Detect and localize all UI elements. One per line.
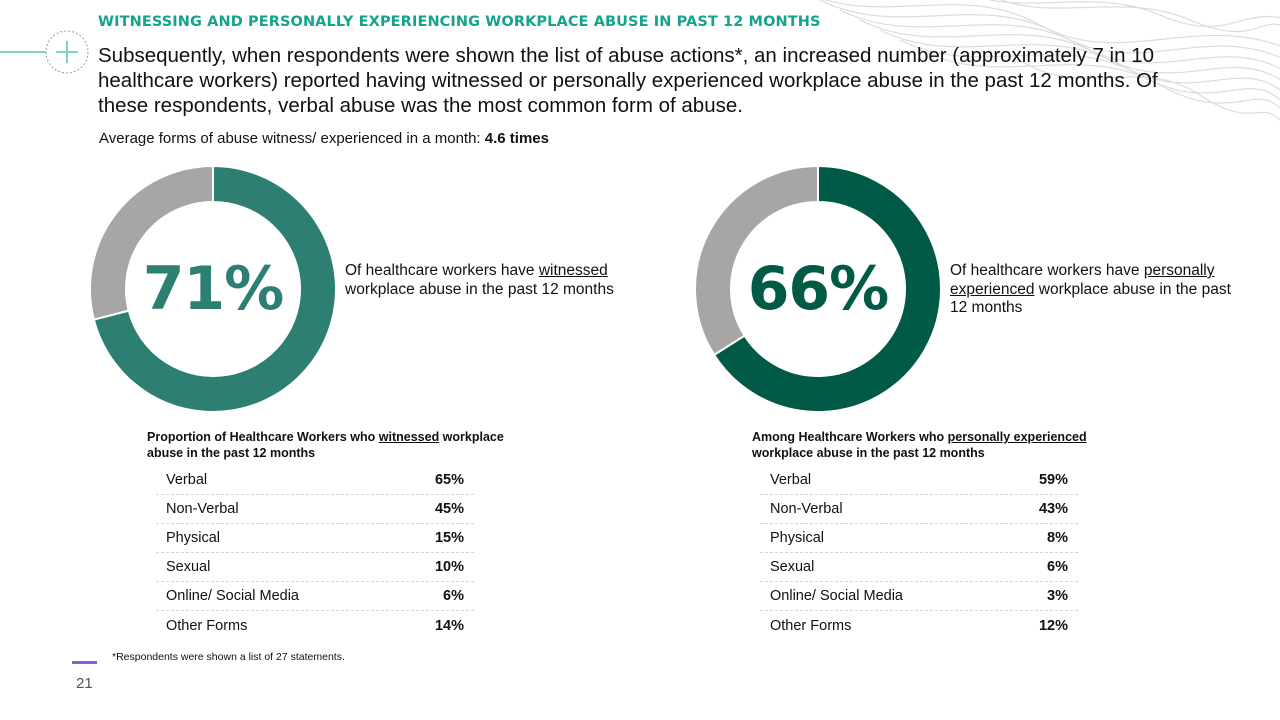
witnessed-abuse-table: Verbal 65% Non-Verbal 45% Physical 15% Sexu… <box>156 466 474 640</box>
donut-chart-experienced: 66% <box>694 165 942 413</box>
caption-underlined: witnessed <box>538 262 608 279</box>
donut-caption-witnessed: Of healthcare workers have witnessed wor… <box>345 262 635 299</box>
donut-center-label-witnessed: 71% <box>142 254 285 324</box>
table-title-post: workplace abuse in the past 12 months <box>147 430 504 460</box>
caption-pre: Of healthcare workers have <box>345 262 539 279</box>
donut-chart-witnessed: 71% <box>89 165 337 413</box>
row-label: Other Forms <box>166 617 248 634</box>
table-row: Online/ Social Media 6% <box>156 582 474 611</box>
row-label: Verbal <box>770 472 812 488</box>
row-value: 43% <box>1038 501 1068 517</box>
table-row: Other Forms 12% <box>760 611 1078 640</box>
row-value: 45% <box>434 501 464 517</box>
table-row: Physical 8% <box>760 524 1078 553</box>
wave-pattern-decoration <box>819 0 1280 122</box>
table-row: Other Forms 14% <box>156 611 474 640</box>
table-title-underlined: personally experienced <box>947 430 1087 444</box>
footnote: *Respondents were shown a list of 27 sta… <box>112 651 345 663</box>
table-row: Non-Verbal 43% <box>760 495 1078 524</box>
experienced-abuse-table: Verbal 59% Non-Verbal 43% Physical 8% Sexua… <box>760 466 1078 640</box>
row-value: 3% <box>1047 588 1068 604</box>
footer-accent-bar <box>72 661 97 664</box>
row-value: 14% <box>434 617 464 634</box>
row-label: Verbal <box>166 472 208 488</box>
caption-pre: Of healthcare workers have <box>950 262 1144 279</box>
table-title-witnessed: Proportion of Healthcare Workers who wit… <box>147 429 507 461</box>
row-value: 65% <box>434 472 464 488</box>
caption-underlined: personally experienced <box>950 262 1215 298</box>
row-value: 10% <box>434 559 464 575</box>
row-label: Non-Verbal <box>770 501 843 517</box>
donut-1-remainder-slice <box>694 165 819 357</box>
row-value: 6% <box>443 588 464 604</box>
page-number: 21 <box>76 675 93 692</box>
table-title-pre: Among Healthcare Workers who <box>752 430 948 444</box>
table-row: Non-Verbal 45% <box>156 495 474 524</box>
row-label: Physical <box>770 530 824 546</box>
caption-post: workplace abuse in the past 12 months <box>345 280 614 298</box>
table-title-post: workplace abuse in the past 12 months <box>752 446 985 460</box>
table-row: Sexual 10% <box>156 553 474 582</box>
donut-0-primary-slice <box>92 165 337 413</box>
row-label: Other Forms <box>770 617 852 634</box>
donut-caption-experienced: Of healthcare workers have personally ex… <box>950 262 1240 318</box>
table-row: Online/ Social Media 3% <box>760 582 1078 611</box>
average-label: Average forms of abuse witness/ experien… <box>99 130 485 147</box>
table-row: Physical 15% <box>156 524 474 553</box>
table-row: Verbal 59% <box>760 466 1078 495</box>
table-title-pre: Proportion of Healthcare Workers who <box>147 430 379 444</box>
row-value: 8% <box>1047 530 1068 546</box>
row-label: Physical <box>166 530 220 546</box>
average-value: 4.6 times <box>484 130 549 147</box>
plus-circle-icon <box>0 30 89 74</box>
row-label: Online/ Social Media <box>770 588 903 604</box>
row-value: 6% <box>1047 559 1068 575</box>
table-title-underlined: witnessed <box>378 430 440 444</box>
table-row: Verbal 65% <box>156 466 474 495</box>
row-value: 12% <box>1038 617 1068 634</box>
row-value: 59% <box>1038 472 1068 488</box>
donut-center-label-experienced: 66% <box>747 254 890 324</box>
row-label: Online/ Social Media <box>166 588 299 604</box>
donut-1-primary-slice <box>712 165 942 413</box>
row-label: Non-Verbal <box>166 501 239 517</box>
average-forms-line: Average forms of abuse witness/ experien… <box>99 130 549 147</box>
caption-post: workplace abuse in the past 12 months <box>950 280 1231 317</box>
intro-paragraph: Subsequently, when respondents were show… <box>98 44 1158 117</box>
row-value: 15% <box>434 530 464 546</box>
row-label: Sexual <box>166 559 211 575</box>
donut-0-remainder-slice <box>89 165 214 321</box>
row-label: Sexual <box>770 559 815 575</box>
table-row: Sexual 6% <box>760 553 1078 582</box>
section-title: WITNESSING AND PERSONALLY EXPERIENCING W… <box>98 14 821 30</box>
table-title-experienced: Among Healthcare Workers who personally … <box>752 429 1112 461</box>
